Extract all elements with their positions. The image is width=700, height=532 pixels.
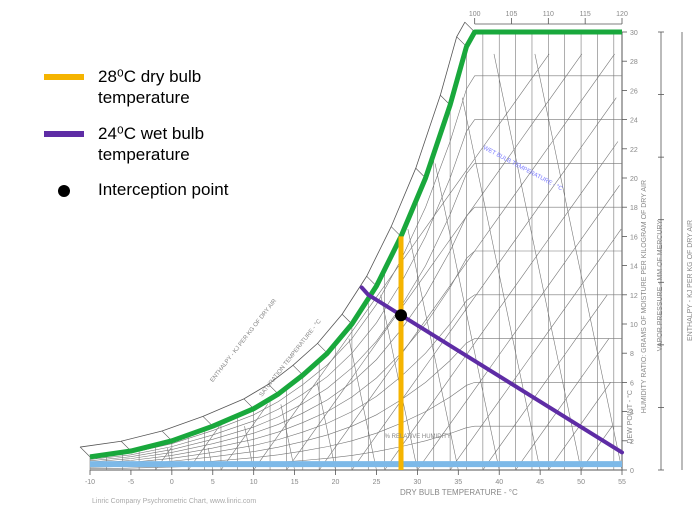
svg-text:20: 20 — [630, 176, 638, 183]
svg-text:28: 28 — [630, 59, 638, 66]
svg-text:WET BULB TEMPERATURE - °C: WET BULB TEMPERATURE - °C — [482, 145, 564, 192]
credit-text: Linric Company Psychrometric Chart, www.… — [92, 498, 256, 505]
svg-text:12: 12 — [630, 293, 638, 300]
svg-text:5: 5 — [211, 479, 215, 486]
svg-text:115: 115 — [580, 11, 591, 18]
svg-text:35: 35 — [454, 479, 462, 486]
svg-text:20: 20 — [332, 479, 340, 486]
svg-text:55: 55 — [618, 479, 626, 486]
svg-text:100: 100 — [469, 11, 481, 18]
legend-label: Interception point — [98, 179, 228, 200]
svg-text:0: 0 — [170, 479, 174, 486]
svg-text:18: 18 — [630, 205, 638, 212]
svg-text:110: 110 — [543, 11, 554, 18]
psychrometric-chart: -10 -5 0 5 10 15 20 25 30 35 40 45 50 55 0 24 6 8 10 12 14 16… — [0, 0, 700, 532]
svg-text:10: 10 — [630, 322, 638, 329]
y-axis-label-dewpoint: DEW POINT - °C — [627, 390, 634, 444]
legend-item-drybulb: 28⁰C dry bulb temperature — [44, 66, 268, 109]
svg-text:30: 30 — [413, 479, 421, 486]
svg-text:-5: -5 — [128, 479, 134, 486]
svg-text:40: 40 — [495, 479, 503, 486]
legend-swatch-yellow — [44, 74, 84, 80]
svg-text:0: 0 — [630, 468, 634, 475]
svg-text:-10: -10 — [85, 479, 95, 486]
legend-swatch-purple — [44, 131, 84, 137]
legend-item-interception: Interception point — [44, 179, 268, 200]
svg-text:16: 16 — [630, 234, 638, 241]
svg-text:24: 24 — [630, 118, 638, 125]
legend-label: 24⁰C wet bulb temperature — [98, 123, 268, 166]
svg-text:25: 25 — [373, 479, 381, 486]
x-axis-label: DRY BULB TEMPERATURE - °C — [400, 488, 518, 497]
svg-text:50: 50 — [577, 479, 585, 486]
svg-text:120: 120 — [616, 11, 628, 18]
svg-text:6: 6 — [630, 380, 634, 387]
svg-text:26: 26 — [630, 88, 638, 95]
legend-item-wetbulb: 24⁰C wet bulb temperature — [44, 123, 268, 166]
svg-text:10: 10 — [250, 479, 258, 486]
svg-text:22: 22 — [630, 147, 638, 154]
y-axis-label-vapor: VAPOR PRESSURE - MM OF MERCURY — [657, 220, 664, 351]
svg-text:15: 15 — [291, 479, 299, 486]
legend: 28⁰C dry bulb temperature 24⁰C wet bulb … — [44, 66, 268, 214]
y-axis-label-humidity: HUMIDITY RATIO: GRAMS OF MOISTURE PER KI… — [641, 180, 648, 413]
svg-text:14: 14 — [630, 264, 638, 271]
svg-text:30: 30 — [630, 30, 638, 37]
svg-text:45: 45 — [536, 479, 544, 486]
y-axis-label-enthalpy: ENTHALPY - KJ PER KG OF DRY AIR — [687, 220, 694, 341]
svg-text:8: 8 — [630, 351, 634, 358]
svg-text:ENTHALPY - KJ PER KG OF DRY AI: ENTHALPY - KJ PER KG OF DRY AIR — [210, 298, 279, 384]
legend-label: 28⁰C dry bulb temperature — [98, 66, 268, 109]
legend-dot-icon — [58, 185, 70, 197]
svg-text:105: 105 — [506, 11, 518, 18]
svg-text:% RELATIVE HUMIDITY: % RELATIVE HUMIDITY — [385, 434, 451, 440]
